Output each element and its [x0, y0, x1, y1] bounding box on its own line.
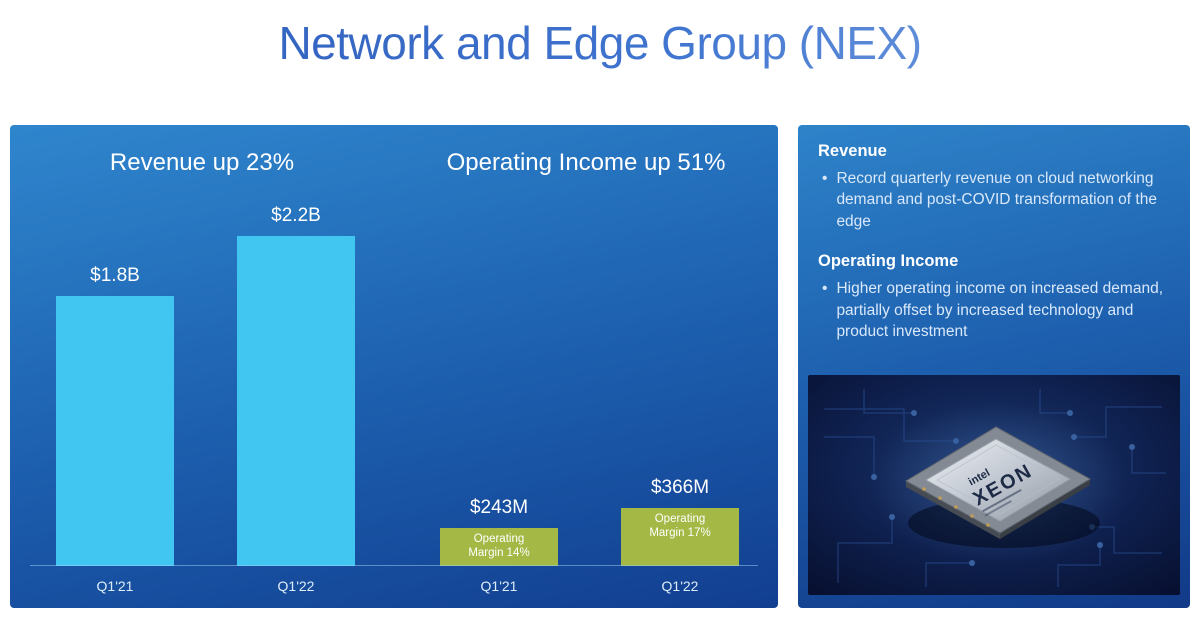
chip-fine-print-line [982, 488, 1022, 513]
revenue-axis-label-q122: Q1'22 [277, 578, 315, 594]
opinc-axis-label-q122: Q1'22 [661, 578, 699, 594]
operating-income-bullet: Higher operating income on increased dem… [818, 278, 1170, 342]
revenue-bar-group-q121: $1.8B [56, 265, 174, 566]
revenue-bar-group-q122: $2.2B [237, 205, 355, 566]
revenue-axis-label-q121: Q1'21 [96, 578, 134, 594]
revenue-chart-title: Revenue up 23% [109, 149, 295, 176]
slide-title: Network and Edge Group (NEX) [0, 16, 1200, 70]
opinc-bar-group-q122: $366M Operating Margin 17% [621, 477, 739, 566]
opinc-margin-label-q122: Operating Margin 17% [649, 513, 711, 539]
revenue-value-label-q121: $1.8B [90, 265, 140, 286]
chart-baseline [30, 565, 758, 566]
operating-income-chart: Operating Income up 51% $243M Operating … [394, 125, 778, 608]
gold-pads [922, 487, 990, 527]
operating-income-section-heading: Operating Income [818, 252, 959, 271]
xeon-chip-photo: intel XEON [808, 375, 1180, 595]
circuit-board-image: intel XEON [808, 375, 1180, 595]
opinc-bar-q121: Operating Margin 14% [440, 528, 558, 566]
opinc-value-label-q121: $243M [469, 497, 529, 518]
revenue-section-heading: Revenue [818, 142, 887, 160]
circuit-traces [824, 389, 1166, 587]
revenue-bullet: Record quarterly revenue on cloud networ… [818, 168, 1170, 232]
revenue-chart: Revenue up 23% $1.8B $2.2B Q1'21 Q1'22 [10, 125, 394, 608]
revenue-bar-q122 [237, 236, 355, 566]
revenue-bullet-text: Record quarterly revenue on cloud networ… [836, 170, 1157, 230]
opinc-axis-label-q121: Q1'21 [480, 578, 518, 594]
revenue-bar-q121 [56, 296, 174, 566]
chip-lid [924, 438, 1072, 522]
opinc-value-label-q122: $366M [650, 477, 710, 498]
operating-income-chart-title: Operating Income up 51% [446, 149, 726, 176]
xeon-chip: intel XEON [904, 426, 1092, 539]
opinc-bar-q122: Operating Margin 17% [621, 508, 739, 566]
opinc-margin-label-q121: Operating Margin 14% [468, 533, 530, 559]
revenue-value-label-q122: $2.2B [271, 205, 321, 226]
operating-income-bullet-text: Higher operating income on increased dem… [836, 280, 1163, 340]
summary-panel: Revenue Record quarterly revenue on clou… [798, 125, 1190, 608]
chip-fine-print-line [984, 500, 1012, 517]
charts-panel: Revenue up 23% $1.8B $2.2B Q1'21 Q1'22 O… [10, 125, 778, 608]
opinc-bar-group-q121: $243M Operating Margin 14% [440, 497, 558, 566]
